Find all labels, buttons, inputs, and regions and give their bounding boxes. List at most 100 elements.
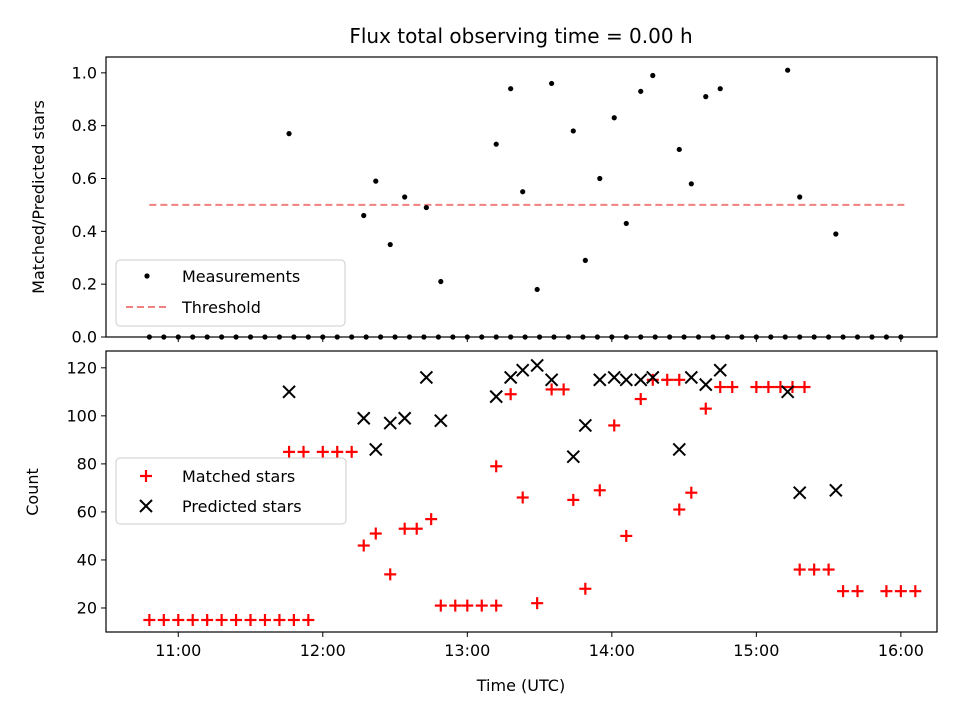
matched-star-point <box>808 563 821 576</box>
matched-star-point <box>545 383 558 396</box>
matched-star-point <box>316 445 329 458</box>
matched-star-point <box>186 613 199 626</box>
matched-star-point <box>851 585 864 598</box>
matched-star-point <box>331 445 344 458</box>
predicted-star-point <box>515 363 530 377</box>
matched-star-point <box>273 613 286 626</box>
predicted-star-point <box>780 385 795 399</box>
top-axes-layer: 0.0 0.2 0.4 0.6 0.8 1.0 <box>72 56 938 347</box>
matched-star-point <box>410 522 423 535</box>
matched-star-point <box>793 563 806 576</box>
matched-star-point <box>490 460 503 473</box>
matched-star-point <box>357 539 370 552</box>
matched-star-point <box>579 582 592 595</box>
bottom-marks-layer <box>143 358 922 626</box>
matched-star-point <box>531 597 544 610</box>
matched-star-point <box>685 486 698 499</box>
measurement-point <box>402 194 408 200</box>
measurement-point <box>549 80 555 87</box>
predicted-star-point <box>489 389 503 404</box>
predicted-star-point <box>792 485 807 500</box>
matched-star-point <box>798 381 811 394</box>
top-axes-frame <box>105 56 938 338</box>
top-y-tick-label: 0.4 <box>72 222 97 241</box>
matched-star-point <box>593 484 606 497</box>
bottom-y-tick-label: 60 <box>77 502 97 521</box>
measurement-point <box>373 178 379 184</box>
bottom-y-tick-label: 20 <box>77 598 97 617</box>
matched-star-point <box>302 613 315 626</box>
matched-star-point <box>434 599 447 612</box>
measurement-point <box>676 146 682 153</box>
x-tick-label: 14:00 <box>589 641 635 660</box>
bottom-y-tick-label: 80 <box>77 454 97 473</box>
top-y-tick-label: 0.6 <box>72 169 97 188</box>
matched-star-point <box>384 568 397 581</box>
matched-star-point <box>608 419 621 432</box>
matched-star-point <box>714 381 727 394</box>
predicted-star-point <box>503 370 518 385</box>
top-legend: Measurements Threshold <box>115 259 346 327</box>
matched-star-point <box>909 585 922 598</box>
predicted-star-point <box>369 442 383 457</box>
bottom-legend: Matched stars Predicted stars <box>115 457 347 525</box>
matched-star-point <box>475 599 488 612</box>
matched-star-point <box>762 381 775 394</box>
matched-star-point <box>369 527 382 540</box>
matched-star-point <box>398 522 411 535</box>
predicted-star-point <box>397 411 412 425</box>
predicted-star-point <box>646 370 660 385</box>
legend-label-measurements: Measurements <box>182 267 300 286</box>
matched-star-point <box>287 613 300 626</box>
matched-star-point <box>490 599 503 612</box>
measurement-point <box>534 286 540 293</box>
bottom-axes-layer: 20 40 60 80 100 120 11:00 12:00 13:00 14:00 15:00 1… <box>66 350 938 660</box>
predicted-star-point <box>829 483 843 498</box>
measurement-point <box>597 175 603 182</box>
matched-star-point <box>297 445 310 458</box>
matched-star-point <box>143 613 156 626</box>
predicted-star-point <box>593 373 607 387</box>
measurement-point <box>797 194 803 200</box>
legend-label-threshold: Threshold <box>181 298 261 317</box>
measurement-point <box>520 189 526 195</box>
matched-star-point <box>516 491 529 504</box>
x-tick-label: 15:00 <box>733 641 779 660</box>
matched-star-point <box>557 383 570 396</box>
chart-title: Flux total observing time = 0.00 h <box>349 24 692 48</box>
predicted-star-point <box>419 370 434 385</box>
bottom-y-tick-label: 40 <box>77 550 97 569</box>
matched-star-point <box>699 402 712 415</box>
x-tick-label: 12:00 <box>300 641 346 660</box>
matched-star-point <box>504 388 517 401</box>
top-plot-panel: Flux total observing time = 0.00 h Match… <box>29 24 938 347</box>
measurement-point <box>493 141 499 147</box>
matched-star-point <box>620 529 633 542</box>
measurement-point <box>423 204 429 211</box>
x-tick-label: 16:00 <box>878 641 924 660</box>
matched-star-point <box>661 373 674 386</box>
measurement-point <box>438 278 444 285</box>
matched-star-point <box>283 445 296 458</box>
legend-label-predicted: Predicted stars <box>182 497 302 516</box>
top-legend-box <box>115 259 346 327</box>
measurement-point <box>650 72 656 79</box>
measurement-point <box>688 181 694 187</box>
predicted-star-point <box>530 358 544 373</box>
legend-marker-matched <box>140 470 152 482</box>
matched-star-point <box>461 599 474 612</box>
matched-star-point <box>244 613 257 626</box>
measurement-point <box>570 128 576 134</box>
matched-star-point <box>567 493 580 506</box>
matched-star-point <box>726 381 739 394</box>
x-tick-label: 11:00 <box>155 641 201 660</box>
matched-star-point <box>345 445 358 458</box>
matched-star-point <box>157 613 170 626</box>
bottom-y-axis-label: Count <box>23 468 42 516</box>
bottom-legend-box <box>115 457 347 525</box>
matched-star-point <box>634 393 647 406</box>
measurement-point <box>582 257 588 263</box>
predicted-star-point <box>684 370 699 385</box>
matched-star-point <box>201 613 214 626</box>
